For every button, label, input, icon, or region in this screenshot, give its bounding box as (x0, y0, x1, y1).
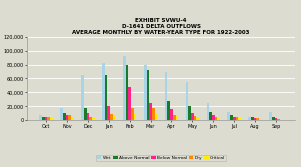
Bar (107, 106, 110, 120)
Bar (275, 118, 277, 120)
Bar (149, 103, 152, 120)
Bar (186, 82, 188, 120)
Bar (236, 117, 238, 120)
Bar (128, 87, 131, 120)
Bar (165, 71, 167, 120)
Bar (280, 119, 283, 120)
Bar (86, 113, 89, 120)
Bar (188, 106, 191, 120)
Title: EXHIBIT SVWU-4
D-1641 DELTA OUTFLOWS
AVERAGE MONTHLY BY WATER-YEAR TYPE FOR 1922: EXHIBIT SVWU-4 D-1641 DELTA OUTFLOWS AVE… (72, 18, 250, 35)
Bar (155, 113, 157, 120)
Bar (217, 118, 220, 120)
Bar (233, 117, 236, 120)
Bar (254, 118, 256, 120)
Bar (175, 116, 178, 120)
Bar (89, 117, 92, 120)
Bar (209, 112, 212, 120)
Bar (167, 101, 170, 120)
Bar (277, 119, 280, 120)
Bar (71, 117, 74, 120)
Bar (102, 63, 105, 120)
Bar (173, 115, 175, 120)
Bar (50, 118, 53, 120)
Bar (63, 113, 66, 120)
Bar (48, 117, 50, 120)
Legend: Wet, Above Normal, Below Normal, Dry, Critical: Wet, Above Normal, Below Normal, Dry, Cr… (96, 155, 226, 161)
Bar (81, 75, 84, 120)
Bar (228, 112, 230, 120)
Bar (197, 117, 199, 120)
Bar (147, 70, 149, 120)
Bar (113, 115, 116, 120)
Bar (110, 114, 113, 120)
Bar (68, 115, 71, 120)
Bar (256, 118, 259, 120)
Bar (92, 117, 95, 120)
Bar (272, 117, 275, 120)
Bar (269, 112, 272, 120)
Bar (191, 113, 194, 120)
Bar (194, 116, 197, 120)
Bar (45, 117, 48, 120)
Bar (105, 75, 107, 120)
Bar (238, 118, 241, 120)
Bar (206, 103, 209, 120)
Bar (60, 108, 63, 120)
Bar (170, 109, 173, 120)
Bar (66, 115, 68, 120)
Bar (84, 108, 86, 120)
Bar (144, 65, 147, 120)
Bar (248, 117, 251, 120)
Bar (131, 108, 134, 120)
Y-axis label: CFS: CFS (0, 73, 2, 84)
Bar (39, 115, 42, 120)
Bar (152, 108, 155, 120)
Bar (215, 117, 217, 120)
Bar (212, 115, 215, 120)
Bar (230, 115, 233, 120)
Bar (259, 119, 262, 120)
Bar (42, 117, 45, 120)
Bar (126, 65, 128, 120)
Bar (134, 113, 136, 120)
Bar (123, 55, 126, 120)
Bar (251, 117, 254, 120)
